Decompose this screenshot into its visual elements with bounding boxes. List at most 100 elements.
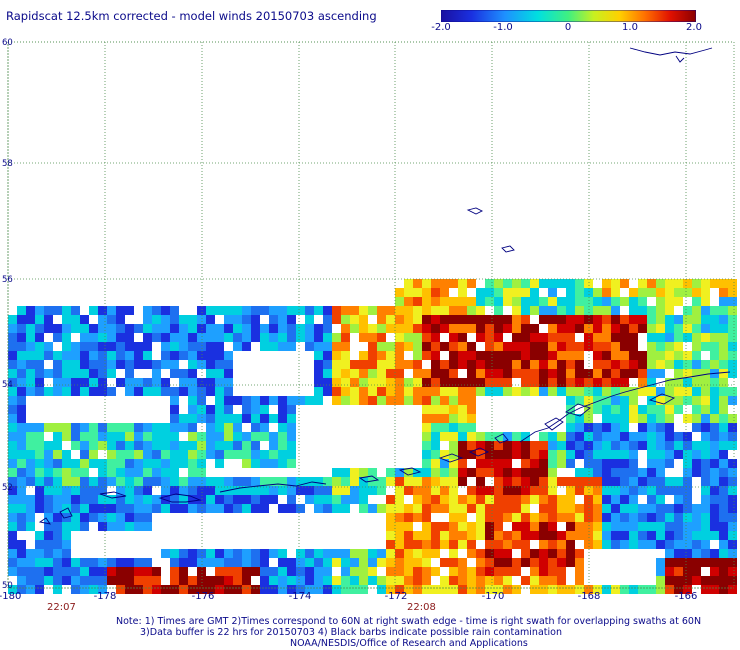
wind-cell: [530, 441, 539, 450]
wind-cell: [422, 423, 431, 432]
wind-cell: [692, 351, 701, 360]
wind-cell: [458, 468, 467, 477]
wind-cell: [404, 585, 413, 594]
wind-cell: [26, 441, 35, 450]
wind-cell: [44, 504, 53, 513]
wind-cell: [440, 477, 449, 486]
wind-cell: [476, 324, 485, 333]
wind-cell: [80, 333, 89, 342]
wind-cell: [89, 432, 98, 441]
wind-cell: [512, 297, 521, 306]
wind-cell: [422, 567, 431, 576]
wind-cell: [269, 441, 278, 450]
wind-cell: [503, 549, 512, 558]
wind-cell: [107, 513, 116, 522]
wind-cell: [188, 360, 197, 369]
wind-cell: [611, 378, 620, 387]
wind-cell: [233, 495, 242, 504]
wind-cell: [224, 333, 233, 342]
wind-cell: [62, 369, 71, 378]
wind-cell: [728, 315, 737, 324]
wind-cell: [359, 324, 368, 333]
wind-cell: [422, 441, 431, 450]
wind-cell: [593, 396, 602, 405]
wind-cell: [80, 441, 89, 450]
wind-cell: [287, 585, 296, 594]
wind-cell: [566, 333, 575, 342]
wind-cell: [674, 585, 683, 594]
wind-cell: [665, 576, 674, 585]
wind-cell: [548, 522, 557, 531]
wind-cell: [692, 369, 701, 378]
wind-cell: [494, 567, 503, 576]
wind-cell: [44, 486, 53, 495]
wind-cell: [719, 567, 728, 576]
wind-cell: [719, 549, 728, 558]
wind-cell: [539, 306, 548, 315]
wind-cell: [521, 369, 530, 378]
wind-cell: [125, 342, 134, 351]
wind-cell: [440, 459, 449, 468]
wind-cell: [431, 369, 440, 378]
wind-cell: [134, 468, 143, 477]
wind-cell: [413, 369, 422, 378]
wind-cell: [485, 432, 494, 441]
wind-cell: [719, 495, 728, 504]
wind-cell: [71, 324, 80, 333]
wind-cell: [161, 315, 170, 324]
wind-cell: [476, 378, 485, 387]
wind-cell: [602, 360, 611, 369]
wind-cell: [593, 540, 602, 549]
wind-cell: [98, 567, 107, 576]
wind-cell: [116, 585, 125, 594]
wind-cell: [602, 369, 611, 378]
wind-cell: [233, 306, 242, 315]
wind-cell: [485, 531, 494, 540]
wind-cell: [548, 486, 557, 495]
wind-cell: [80, 459, 89, 468]
wind-cell: [71, 504, 80, 513]
wind-cell: [143, 495, 152, 504]
wind-cell: [368, 558, 377, 567]
wind-cell: [188, 396, 197, 405]
wind-cell: [368, 468, 377, 477]
wind-cell: [35, 351, 44, 360]
wind-cell: [674, 369, 683, 378]
wind-cell: [719, 441, 728, 450]
wind-cell: [557, 513, 566, 522]
wind-cell: [26, 585, 35, 594]
wind-cell: [611, 360, 620, 369]
wind-cell: [35, 450, 44, 459]
wind-cell: [287, 486, 296, 495]
wind-cell: [683, 396, 692, 405]
wind-cell: [710, 324, 719, 333]
wind-cell: [557, 531, 566, 540]
wind-cell: [674, 351, 683, 360]
wind-cell: [656, 540, 665, 549]
wind-cell: [404, 315, 413, 324]
wind-cell: [557, 324, 566, 333]
wind-cell: [557, 333, 566, 342]
wind-cell: [80, 315, 89, 324]
wind-cell: [512, 504, 521, 513]
wind-cell: [404, 378, 413, 387]
wind-cell: [116, 477, 125, 486]
wind-cell: [8, 486, 17, 495]
wind-cell: [215, 567, 224, 576]
wind-cell: [692, 288, 701, 297]
wind-cell: [278, 396, 287, 405]
wind-cell: [566, 351, 575, 360]
wind-cell: [611, 369, 620, 378]
wind-cell: [206, 351, 215, 360]
wind-cell: [530, 297, 539, 306]
wind-cell: [413, 549, 422, 558]
wind-cell: [35, 360, 44, 369]
wind-cell: [584, 324, 593, 333]
wind-cell: [647, 432, 656, 441]
wind-cell: [278, 504, 287, 513]
wind-cell: [656, 396, 665, 405]
map-frame: [7, 41, 735, 589]
wind-cell: [611, 351, 620, 360]
wind-cell: [719, 333, 728, 342]
wind-cell: [611, 315, 620, 324]
